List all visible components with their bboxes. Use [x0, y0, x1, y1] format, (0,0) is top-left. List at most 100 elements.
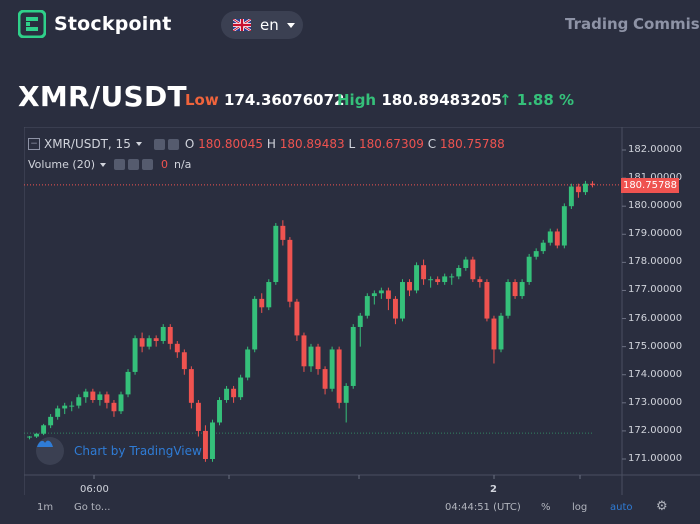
- candle-body: [301, 335, 307, 367]
- candle-body: [48, 416, 54, 426]
- candle-body: [41, 425, 47, 434]
- language-selector[interactable]: en: [221, 11, 303, 39]
- candle: [554, 228, 560, 249]
- legend-ohlc: O 180.80045 H 180.89483 L 180.67309 C 18…: [185, 137, 505, 151]
- candle-body: [139, 338, 145, 347]
- low-label: L: [348, 137, 356, 151]
- candle-body: [343, 385, 349, 403]
- settings-icon[interactable]: [167, 138, 179, 150]
- goto-button[interactable]: Go to...: [74, 502, 111, 513]
- candle: [308, 343, 314, 372]
- y-tick-label: 171.00000: [628, 453, 683, 464]
- candle: [132, 335, 138, 375]
- candle-body: [519, 282, 525, 297]
- candle-body: [364, 296, 370, 316]
- interval-button[interactable]: 1m: [37, 502, 54, 513]
- log-toggle[interactable]: log: [572, 502, 588, 513]
- candle-body: [428, 279, 434, 281]
- candle: [195, 400, 201, 437]
- candle: [547, 228, 553, 246]
- open-value: 180.80045: [198, 137, 264, 151]
- candle: [421, 259, 427, 285]
- candle-body: [245, 349, 251, 378]
- candle: [343, 383, 349, 423]
- candle: [392, 296, 398, 325]
- candle-body: [456, 267, 462, 277]
- candle: [519, 279, 525, 299]
- candle: [350, 324, 356, 389]
- candle-body: [350, 326, 356, 386]
- y-tick-label: 181.00000: [628, 172, 682, 183]
- candle-body: [83, 391, 89, 398]
- candle-body: [62, 405, 68, 409]
- nav-commissions[interactable]: Commissi: [633, 15, 700, 33]
- settings-icon[interactable]: [128, 159, 139, 170]
- candle-body: [90, 391, 96, 401]
- candle: [83, 388, 89, 403]
- y-tick-label: 177.00000: [628, 284, 683, 296]
- volume-na: n/a: [174, 158, 192, 171]
- eye-icon[interactable]: [114, 159, 125, 170]
- collapse-icon[interactable]: −: [28, 138, 40, 150]
- candle: [456, 265, 462, 280]
- close-icon[interactable]: [142, 159, 153, 170]
- percent-toggle[interactable]: %: [541, 502, 551, 513]
- candle-body: [104, 394, 110, 403]
- candle-body: [449, 276, 455, 278]
- price-chart[interactable]: − XMR/USDT, 15 O 180.80045 H 180.89483 L…: [24, 127, 700, 524]
- chevron-down-icon[interactable]: [135, 142, 142, 146]
- candle: [188, 366, 194, 409]
- candle-body: [266, 282, 272, 308]
- candle-body: [385, 290, 391, 299]
- candle: [160, 324, 166, 344]
- candle: [477, 276, 483, 288]
- candle: [407, 279, 412, 297]
- candle: [217, 397, 222, 426]
- y-tick-label: 176.00000: [628, 312, 683, 324]
- candle: [533, 248, 539, 260]
- candle: [590, 181, 595, 188]
- gear-icon[interactable]: ⚙: [656, 499, 668, 514]
- candle: [97, 391, 103, 406]
- candle-body: [442, 276, 448, 283]
- volume-label[interactable]: Volume (20): [28, 158, 95, 171]
- candle-body: [414, 265, 420, 291]
- candle-body: [505, 282, 511, 316]
- candle: [575, 183, 581, 198]
- utc-time[interactable]: 04:44:51 (UTC): [445, 502, 521, 513]
- y-tick-label: 180.00000: [628, 200, 683, 212]
- y-tick-label: 174.00000: [628, 368, 683, 380]
- nav-trading[interactable]: Trading: [565, 15, 629, 33]
- legend-symbol[interactable]: XMR/USDT, 15: [44, 137, 131, 151]
- candle: [385, 287, 391, 311]
- candle-body: [315, 346, 321, 370]
- candle: [62, 402, 68, 415]
- tradingview-text[interactable]: Chart by TradingView: [74, 444, 202, 458]
- candle-body: [167, 326, 173, 344]
- open-label: O: [184, 137, 195, 151]
- auto-toggle[interactable]: auto: [610, 502, 633, 513]
- candle: [280, 220, 286, 246]
- candle: [449, 273, 455, 285]
- candle-body: [463, 259, 469, 268]
- candle: [582, 180, 588, 195]
- candle-body: [188, 369, 194, 403]
- eye-icon[interactable]: [153, 138, 165, 150]
- candle: [125, 369, 131, 398]
- candle: [48, 414, 54, 429]
- chart-bottom-bar: 1m Go to... 04:44:51 (UTC) % log auto ⚙: [0, 495, 700, 524]
- candle-body: [498, 315, 504, 350]
- candlestick-chart[interactable]: [24, 127, 700, 524]
- candle-body: [287, 239, 293, 302]
- candle-body: [97, 394, 103, 401]
- candle-body: [231, 388, 237, 398]
- candle-body: [153, 338, 159, 342]
- uk-flag-icon: [233, 19, 251, 31]
- chevron-down-icon[interactable]: [100, 162, 106, 167]
- brand-logo[interactable]: Stockpoint: [18, 10, 172, 38]
- tradingview-badge[interactable]: Chart by TradingView: [36, 437, 202, 465]
- candle-body: [294, 301, 300, 336]
- candle-body: [280, 225, 286, 240]
- candle: [357, 312, 363, 347]
- stockpoint-logo-icon: [18, 10, 46, 38]
